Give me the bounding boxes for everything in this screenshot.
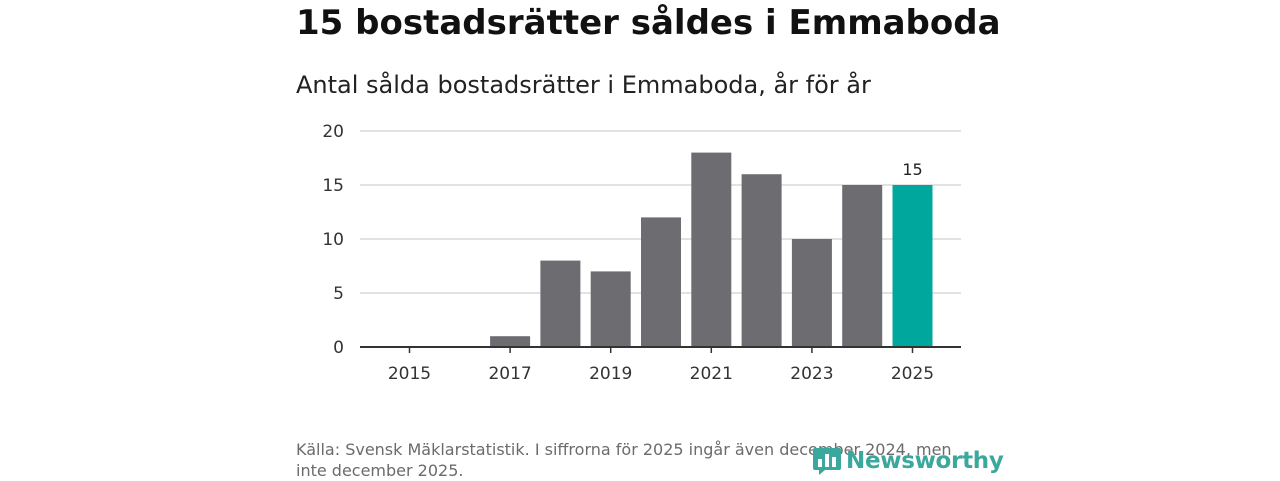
newsworthy-logo-icon — [813, 448, 841, 475]
chart-title: 15 bostadsrätter såldes i Emmaboda — [296, 3, 1001, 43]
y-tick-label-20: 20 — [322, 122, 344, 142]
bar-2018 — [540, 260, 581, 347]
bar-2019 — [590, 271, 631, 347]
x-tick-label-2017: 2017 — [488, 364, 531, 384]
bar-2022 — [741, 174, 782, 347]
newsworthy-logo: Newsworthy — [812, 446, 1004, 476]
bar-2025 — [892, 185, 933, 347]
chart-subtitle: Antal sålda bostadsrätter i Emmaboda, år… — [296, 71, 871, 99]
data-label-2025: 15 — [902, 160, 922, 179]
y-tick-label-10: 10 — [322, 230, 344, 250]
y-tick-label-15: 15 — [322, 176, 344, 196]
bar-chart: 0 5 10 15 20 2015 2017 2019 2021 2023 2025 15 — [322, 122, 961, 384]
bar-2024 — [842, 185, 883, 347]
bar-2023 — [791, 239, 832, 347]
x-tick-label-2015: 2015 — [388, 364, 431, 384]
x-tick-label-2021: 2021 — [690, 364, 733, 384]
y-tick-label-0: 0 — [333, 338, 344, 358]
bar-2021 — [691, 152, 732, 347]
y-tick-label-5: 5 — [333, 284, 344, 304]
source-note: Källa: Svensk Mäklarstatistik. I siffror… — [296, 440, 952, 480]
x-tick-label-2023: 2023 — [790, 364, 833, 384]
x-tick-label-2025: 2025 — [891, 364, 934, 384]
bar-2020 — [641, 217, 681, 347]
logo-text: Newsworthy — [846, 448, 1004, 474]
x-tick-label-2019: 2019 — [589, 364, 632, 384]
bar-2017 — [490, 336, 531, 347]
